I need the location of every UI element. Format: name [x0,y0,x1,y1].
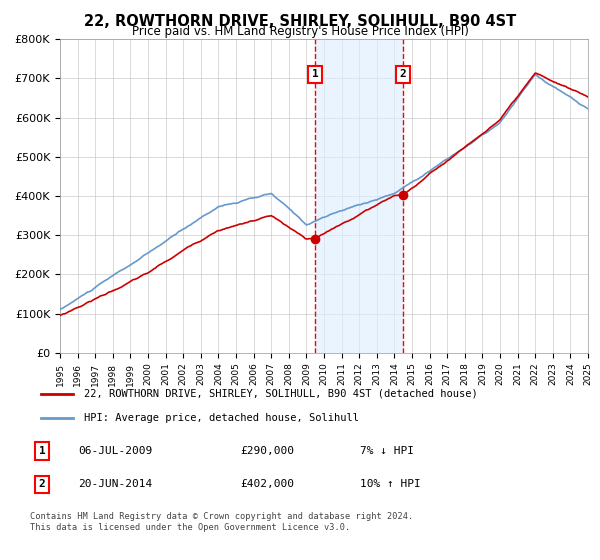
Text: 7% ↓ HPI: 7% ↓ HPI [360,446,414,456]
Text: 20-JUN-2014: 20-JUN-2014 [78,479,152,489]
Text: 22, ROWTHORN DRIVE, SHIRLEY, SOLIHULL, B90 4ST: 22, ROWTHORN DRIVE, SHIRLEY, SOLIHULL, B… [84,14,516,29]
Text: £402,000: £402,000 [240,479,294,489]
Text: 10% ↑ HPI: 10% ↑ HPI [360,479,421,489]
Text: 2: 2 [38,479,46,489]
Text: 1: 1 [312,69,319,80]
Text: 22, ROWTHORN DRIVE, SHIRLEY, SOLIHULL, B90 4ST (detached house): 22, ROWTHORN DRIVE, SHIRLEY, SOLIHULL, B… [84,389,478,399]
Text: Contains HM Land Registry data © Crown copyright and database right 2024.
This d: Contains HM Land Registry data © Crown c… [30,512,413,532]
Text: HPI: Average price, detached house, Solihull: HPI: Average price, detached house, Soli… [84,413,359,423]
Text: 06-JUL-2009: 06-JUL-2009 [78,446,152,456]
Text: £290,000: £290,000 [240,446,294,456]
Text: 2: 2 [400,69,407,80]
Text: 1: 1 [38,446,46,456]
Bar [315,39,403,353]
Text: Price paid vs. HM Land Registry's House Price Index (HPI): Price paid vs. HM Land Registry's House … [131,25,469,38]
